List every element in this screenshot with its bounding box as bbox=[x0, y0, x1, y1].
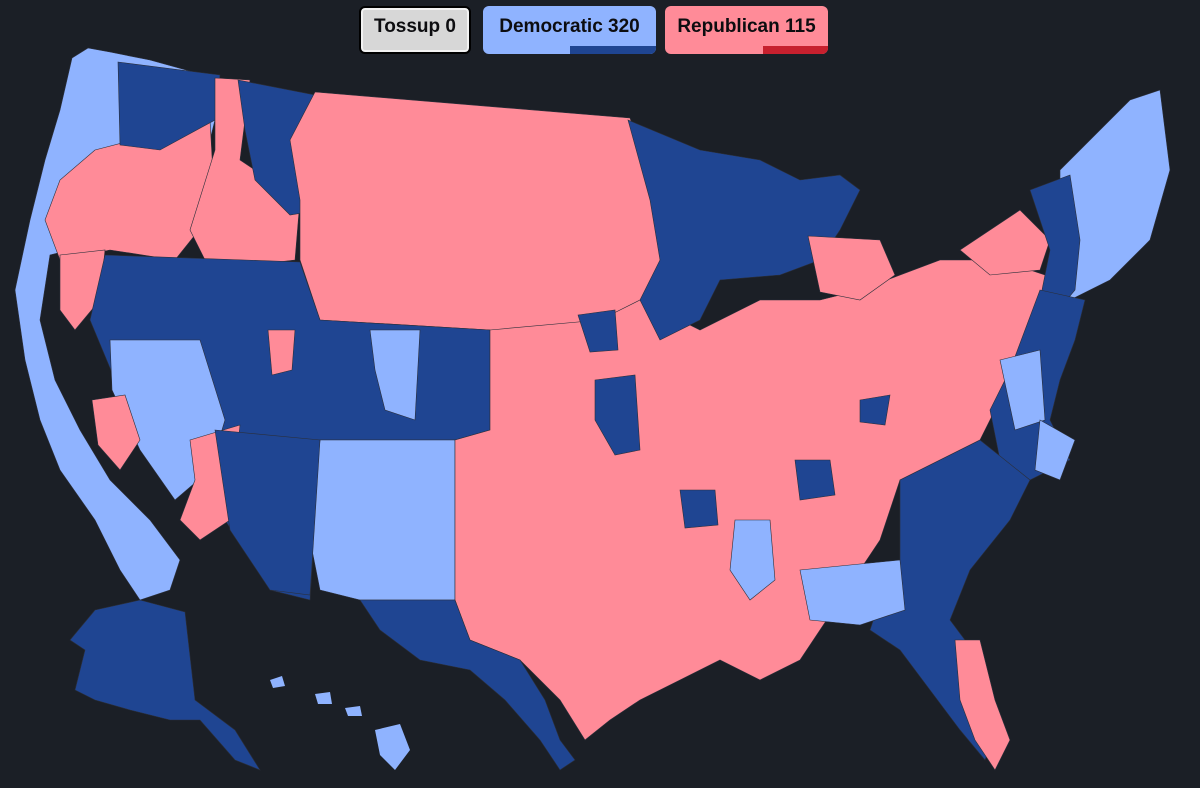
region-ga-lean-dem[interactable] bbox=[799, 559, 906, 626]
region-ia-dem[interactable] bbox=[577, 309, 619, 353]
region-hawaii-2[interactable] bbox=[315, 692, 332, 704]
region-va-lean-dem[interactable] bbox=[999, 349, 1046, 431]
republican-button[interactable]: Republican 115 bbox=[665, 6, 828, 54]
region-utah-rep[interactable] bbox=[267, 329, 296, 376]
region-mi-rep[interactable] bbox=[807, 235, 896, 301]
region-east-coast-lean-dem[interactable] bbox=[1034, 419, 1076, 481]
region-texas-dem[interactable] bbox=[359, 599, 576, 771]
region-ny-rep[interactable] bbox=[959, 209, 1051, 276]
republican-safe-bar bbox=[665, 46, 828, 54]
region-tn-dem[interactable] bbox=[794, 459, 836, 501]
region-hawaii-4[interactable] bbox=[375, 724, 410, 770]
legend-bar: Tossup 0 Democratic 320 Republican 115 bbox=[0, 6, 1200, 56]
republican-label: Republican 115 bbox=[677, 16, 816, 37]
region-hawaii-1[interactable] bbox=[270, 676, 285, 688]
region-southwest-lean-dem[interactable] bbox=[309, 439, 456, 601]
region-alaska[interactable] bbox=[69, 599, 261, 771]
region-oregon-rep[interactable] bbox=[44, 119, 216, 261]
region-hawaii-3[interactable] bbox=[345, 706, 362, 716]
region-ms-delta-lean-dem[interactable] bbox=[729, 519, 776, 601]
region-az-dem[interactable] bbox=[214, 429, 321, 596]
region-colorado-lean-dem[interactable] bbox=[369, 329, 421, 421]
democratic-button[interactable]: Democratic 320 bbox=[483, 6, 656, 54]
region-ks-dem[interactable] bbox=[594, 374, 641, 456]
democratic-label: Democratic 320 bbox=[499, 16, 640, 37]
tossup-label: Tossup 0 bbox=[374, 16, 456, 37]
region-kentucky-dem[interactable] bbox=[859, 394, 891, 426]
region-ca-rep-north[interactable] bbox=[59, 249, 106, 331]
tossup-button[interactable]: Tossup 0 bbox=[359, 6, 471, 54]
region-upper-midwest-dem[interactable] bbox=[627, 119, 861, 341]
republican-safe-fill bbox=[762, 46, 828, 54]
region-florida-rep[interactable] bbox=[954, 639, 1011, 771]
region-ok-dem[interactable] bbox=[679, 489, 719, 529]
democratic-safe-bar bbox=[483, 46, 656, 54]
democratic-safe-fill bbox=[569, 46, 656, 54]
region-nw-dem[interactable] bbox=[117, 61, 221, 151]
region-ca-rep-central[interactable] bbox=[91, 394, 141, 471]
